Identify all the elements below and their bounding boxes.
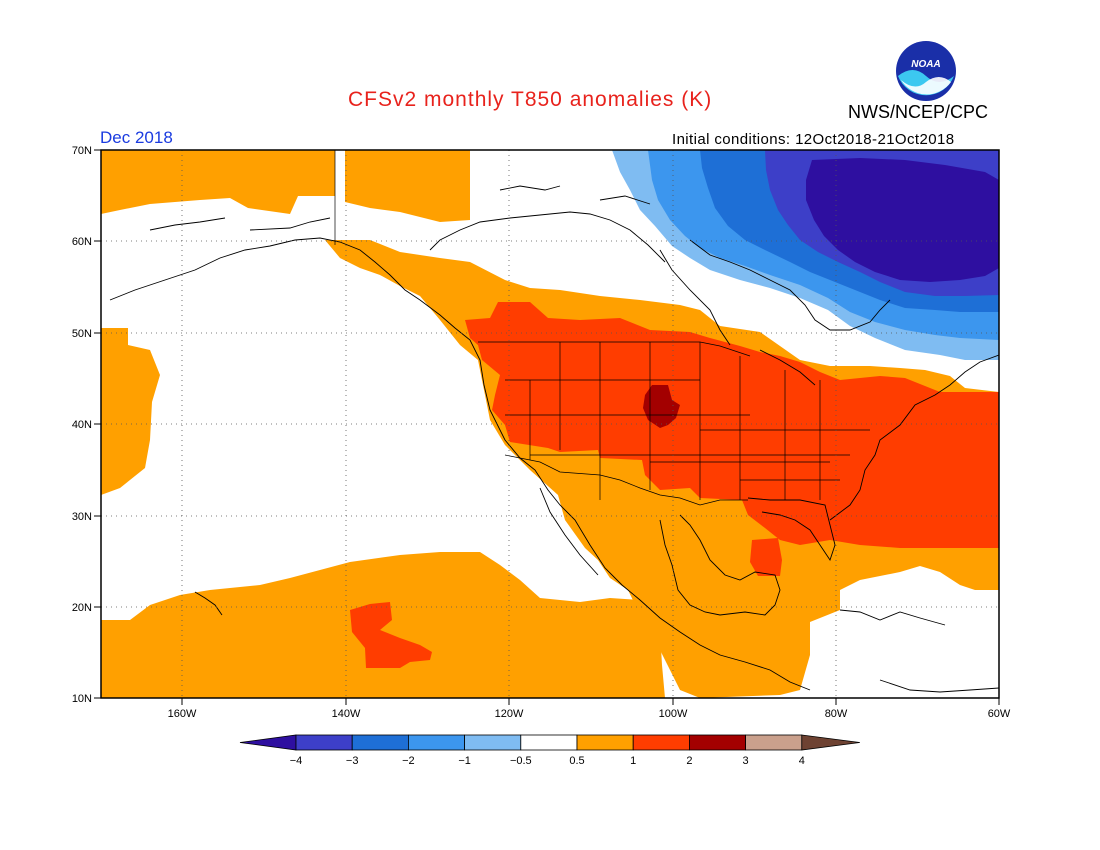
axis-ticks [94,149,1000,705]
lat-label-30n: 30N [72,511,92,523]
lat-label-50n: 50N [72,328,92,340]
colorbar-tick-label: −0.5 [510,755,532,767]
colorbar-bin [351,734,409,751]
colorbar-arrow-low [239,734,297,751]
lat-label-10n: 10N [72,693,92,705]
lon-label-160w: 160W [168,708,197,720]
colorbar-bin [576,734,634,751]
colorbar-bin [464,734,522,751]
anomaly-region-below-minus-4 [806,158,999,282]
colorbar-bin [407,734,465,751]
lat-labels: 70N 60N 50N 40N 30N 20N 10N [72,145,92,705]
colorbar-tick-label: −1 [458,755,471,767]
lat-label-70n: 70N [72,145,92,157]
colorbar-tick-label: −3 [346,755,359,767]
agency-label: NWS/NCEP/CPC [848,102,989,122]
lon-label-140w: 140W [332,708,361,720]
colorbar-tick-label: 3 [743,755,749,767]
coastlines [109,185,999,693]
noaa-logo: NOAA [896,41,956,101]
lat-label-40n: 40N [72,419,92,431]
lat-label-20n: 20N [72,602,92,614]
colorbar-bin [520,734,578,751]
colorbar-bin [689,734,747,751]
noaa-logo-text: NOAA [911,59,940,70]
colorbar-tick-label: 0.5 [569,755,584,767]
lon-label-100w: 100W [659,708,688,720]
lon-labels: 160W 140W 120W 100W 80W 60W [168,708,1011,720]
colorbar-bin [632,734,690,751]
lon-label-120w: 120W [495,708,524,720]
colorbar-arrow-high [801,734,860,751]
anomaly-region-2-to-3 [643,385,680,428]
map-title: CFSv2 monthly T850 anomalies (K) [348,88,713,111]
lon-label-60w: 60W [988,708,1011,720]
colorbar-tick-label: 1 [630,755,636,767]
colorbar-bin [295,734,353,751]
colorbar [239,734,860,751]
anomaly-region-1-to-2 [350,302,999,668]
colorbar-tick-label: −2 [402,755,415,767]
political-borders [334,150,870,506]
colorbar-tick-label: 4 [799,755,805,767]
initial-conditions: Initial conditions: 12Oct2018-21Oct2018 [672,131,955,148]
colorbar-bin [745,734,803,751]
anomaly-shading [101,150,999,698]
lat-label-60n: 60N [72,236,92,248]
colorbar-tick-label: 2 [686,755,692,767]
colorbar-tick-label: −4 [290,755,303,767]
colorbar-labels: −4 −3 −2 −1 −0.5 0.5 1 2 3 4 [290,755,805,767]
lon-label-80w: 80W [825,708,848,720]
forecast-month: Dec 2018 [100,128,173,147]
